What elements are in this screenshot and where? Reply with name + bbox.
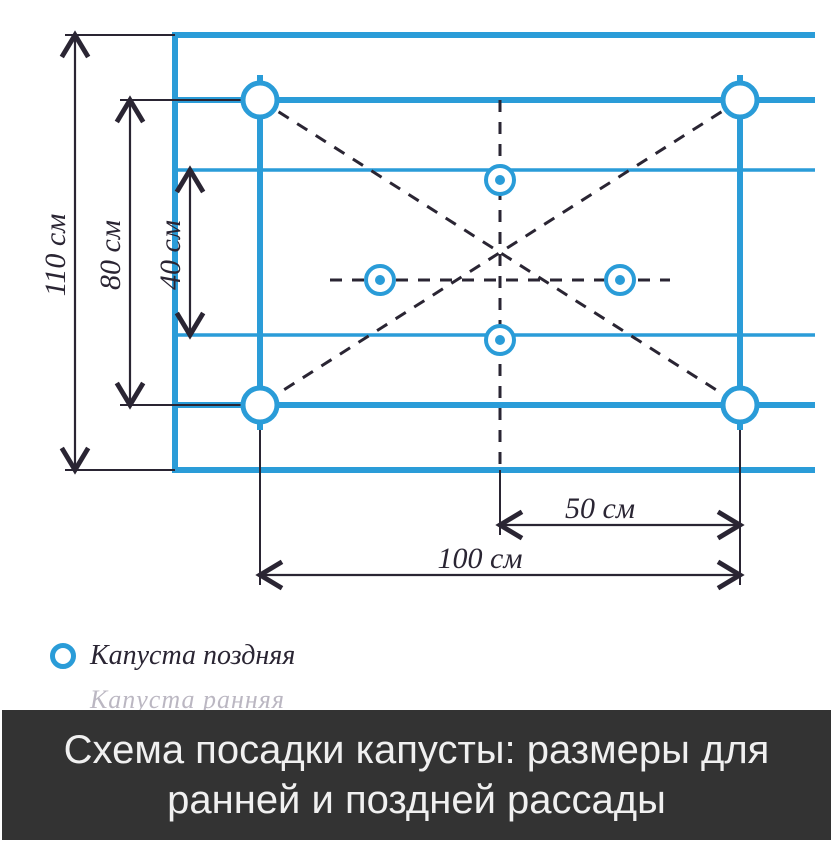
- legend-late-label: Капуста поздняя: [90, 640, 295, 672]
- dim-label-100: 100 см: [438, 542, 523, 575]
- dimension-110: 110 см: [39, 35, 75, 470]
- dimension-100: 100 см: [260, 542, 740, 575]
- legend-late-marker-icon: [50, 643, 76, 669]
- legend-row: Капуста поздняя: [50, 640, 295, 672]
- diagram-svg: 110 см 80 см 40 см 50 см 100 см: [0, 0, 833, 640]
- late-marker: [723, 388, 757, 422]
- late-marker: [243, 83, 277, 117]
- dimension-80: 80 см: [94, 100, 130, 405]
- early-marker: [486, 326, 514, 354]
- dashed-cross-lines: [260, 100, 740, 470]
- extension-lines: [65, 35, 740, 585]
- late-marker: [723, 83, 757, 117]
- early-marker: [366, 266, 394, 294]
- late-marker: [243, 388, 277, 422]
- dim-label-50: 50 см: [565, 492, 635, 525]
- caption-bar: Схема посадки капусты: размеры для ранне…: [2, 710, 831, 840]
- dim-label-40: 40 см: [154, 220, 187, 290]
- early-marker: [486, 166, 514, 194]
- planting-diagram: 110 см 80 см 40 см 50 см 100 см: [0, 0, 833, 720]
- caption-text: Схема посадки капусты: размеры для ранне…: [20, 725, 813, 825]
- dimension-50: 50 см: [500, 492, 740, 525]
- early-marker: [606, 266, 634, 294]
- dim-label-110: 110 см: [39, 214, 72, 297]
- dim-label-80: 80 см: [94, 220, 127, 290]
